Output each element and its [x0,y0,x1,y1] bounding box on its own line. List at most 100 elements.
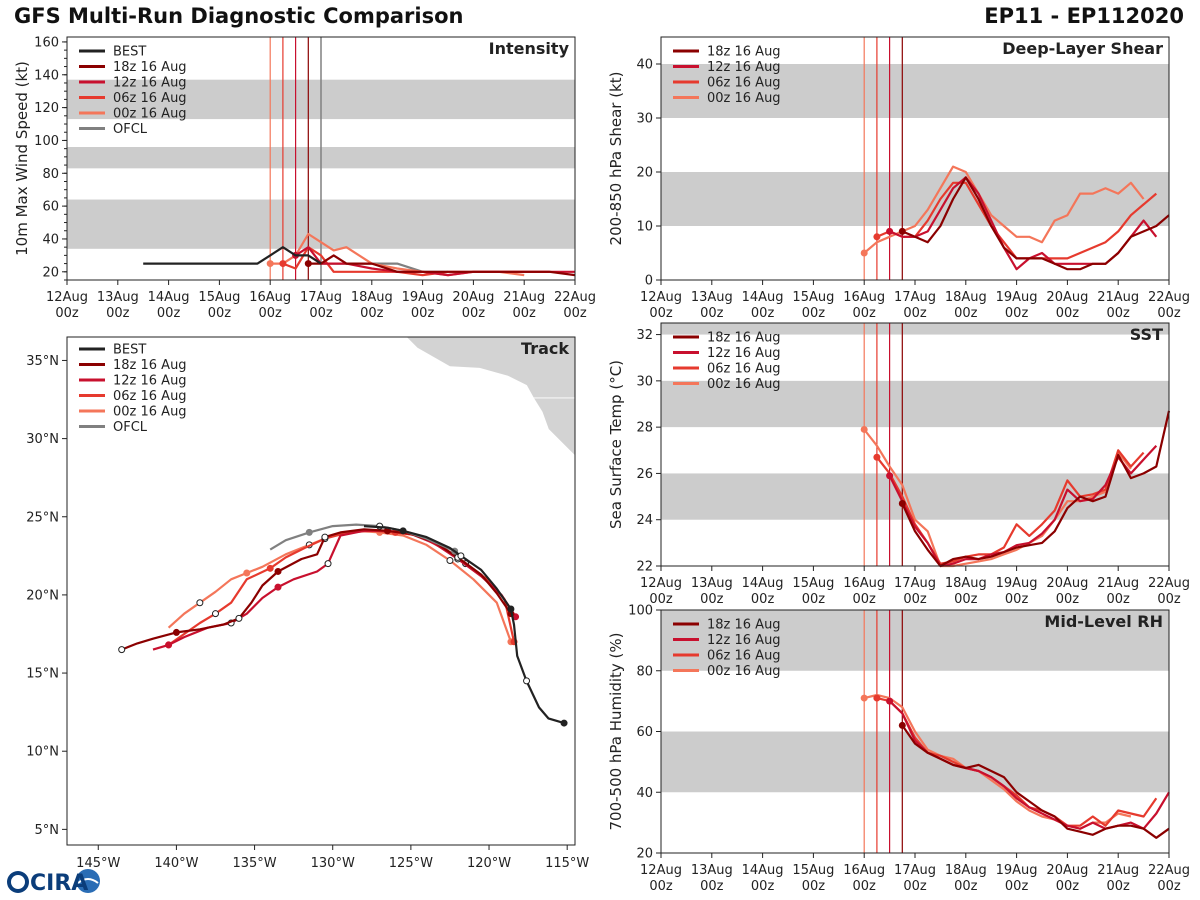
sst-xtick-hour: 00z [1157,592,1181,607]
rh-series-start-point [898,721,906,729]
rh-xtick-hour: 00z [853,879,877,894]
shear-xtick-hour: 00z [853,306,877,321]
track-series-line-point [266,564,274,572]
track-series-line [121,528,512,651]
intensity-series-line [308,254,576,277]
rh-xtick-hour: 00z [954,879,978,894]
rh-xtick-hour: 00z [1005,879,1029,894]
rh-xtick-hour: 00z [649,879,673,894]
shear-ylabel: 200-850 hPa Shear (kt) [607,72,625,246]
rh-xtick-date: 20Aug [1046,863,1088,878]
shear-xtick-date: 18Aug [945,290,987,305]
track-ytick-label: 30°N [26,432,59,447]
intensity-series-start-point [304,260,312,268]
rh-ytick-label: 20 [636,847,653,862]
intensity-ylabel: 10m Max Wind Speed (kt) [13,61,31,256]
rh-xtick-date: 17Aug [894,863,936,878]
rh-legend-label: 06z 16 Aug [707,649,781,664]
sst-xtick-hour: 00z [700,592,724,607]
logo-text: CIRA [30,871,88,896]
intensity-ytick-label: 140 [34,68,59,83]
sst-xtick-date: 19Aug [996,576,1038,591]
sst-xtick-hour: 00z [1056,592,1080,607]
shear-series-start-point [898,227,906,235]
intensity-xtick-date: 14Aug [148,290,190,305]
shear-xtick-date: 22Aug [1148,290,1190,305]
track-xtick-label: 120°W [467,856,511,871]
rh-xtick-date: 14Aug [742,863,784,878]
shear-ytick-label: 0 [645,274,653,289]
intensity-ytick-label: 60 [42,200,59,215]
sst-xtick-hour: 00z [802,592,826,607]
track-xtick-label: 125°W [389,856,433,871]
track-panel: 145°W 140°W 135°W 130°W 125°W 120°W 115°W 5°N 10… [26,336,589,871]
rh-series-start-point [873,694,881,702]
sst-xtick-hour: 00z [649,592,673,607]
shear-xtick-hour: 00z [1107,306,1131,321]
track-best-line-point [523,677,531,685]
rh-xtick-date: 16Aug [843,863,885,878]
track-xtick-label: 130°W [311,856,355,871]
shear-band [661,64,1169,118]
shear-series-line [863,165,1145,254]
shear-xtick-date: 15Aug [792,290,834,305]
sst-ylabel: Sea Surface Temp (°C) [607,360,625,529]
shear-xtick-date: 19Aug [996,290,1038,305]
track-best-line-point [507,605,515,613]
track-frame [66,336,576,846]
intensity-xtick-date: 17Aug [300,290,342,305]
intensity-ytick-label: 100 [34,134,59,149]
intensity-ytick-label: 160 [34,35,59,50]
sst-xtick-hour: 00z [1107,592,1131,607]
rh-xtick-hour: 00z [1157,879,1181,894]
rh-band [661,610,1169,671]
sst-series-start-point [860,425,868,433]
shear-legend-label: 12z 16 Aug [707,60,781,75]
intensity-xtick-hour: 00z [106,306,130,321]
track-panel-title: Track [521,339,569,358]
intensity-legend-label: 18z 16 Aug [113,60,187,75]
sst-legend-label: 18z 16 Aug [707,331,781,346]
intensity-xtick-hour: 00z [259,306,283,321]
shear-ytick-label: 10 [636,220,653,235]
shear-xtick-date: 12Aug [640,290,682,305]
track-legend-label: 18z 16 Aug [113,358,187,373]
rh-series-start-point [886,697,894,705]
track-ytick-label: 25°N [26,510,59,525]
rh-xtick-hour: 00z [751,879,775,894]
intensity-xtick-date: 19Aug [402,290,444,305]
intensity-xtick-date: 13Aug [97,290,139,305]
track-best-line-point [560,719,568,727]
rh-xtick-hour: 00z [1107,879,1131,894]
rh-xtick-date: 19Aug [996,863,1038,878]
intensity-xtick-date: 12Aug [46,290,88,305]
track-ytick-label: 15°N [26,667,59,682]
sst-ytick-label: 26 [636,467,653,482]
track-series-line-point [165,641,173,649]
shear-xtick-date: 17Aug [894,290,936,305]
sst-ytick-label: 24 [636,513,653,528]
track-series-line-point [243,569,251,577]
intensity-xtick-date: 18Aug [351,290,393,305]
sst-series-start-point [873,453,881,461]
sst-xtick-date: 16Aug [843,576,885,591]
sst-xtick-date: 22Aug [1148,576,1190,591]
track-best-line [363,525,565,725]
shear-series-start-point [886,227,894,235]
track-legend-label: OFCL [113,420,148,435]
intensity-xtick-hour: 00z [513,306,537,321]
shear-xtick-hour: 00z [700,306,724,321]
track-series-line-point [274,567,282,575]
shear-ytick-label: 20 [636,166,653,181]
sst-series-line [901,410,1171,568]
shear-legend-label: 18z 16 Aug [707,45,781,60]
rh-series-start-point [860,694,868,702]
shear-xtick-hour: 00z [954,306,978,321]
sst-xtick-hour: 00z [1005,592,1029,607]
sst-xtick-date: 12Aug [640,576,682,591]
track-series-line-point [172,628,180,636]
rh-xtick-hour: 00z [1056,879,1080,894]
